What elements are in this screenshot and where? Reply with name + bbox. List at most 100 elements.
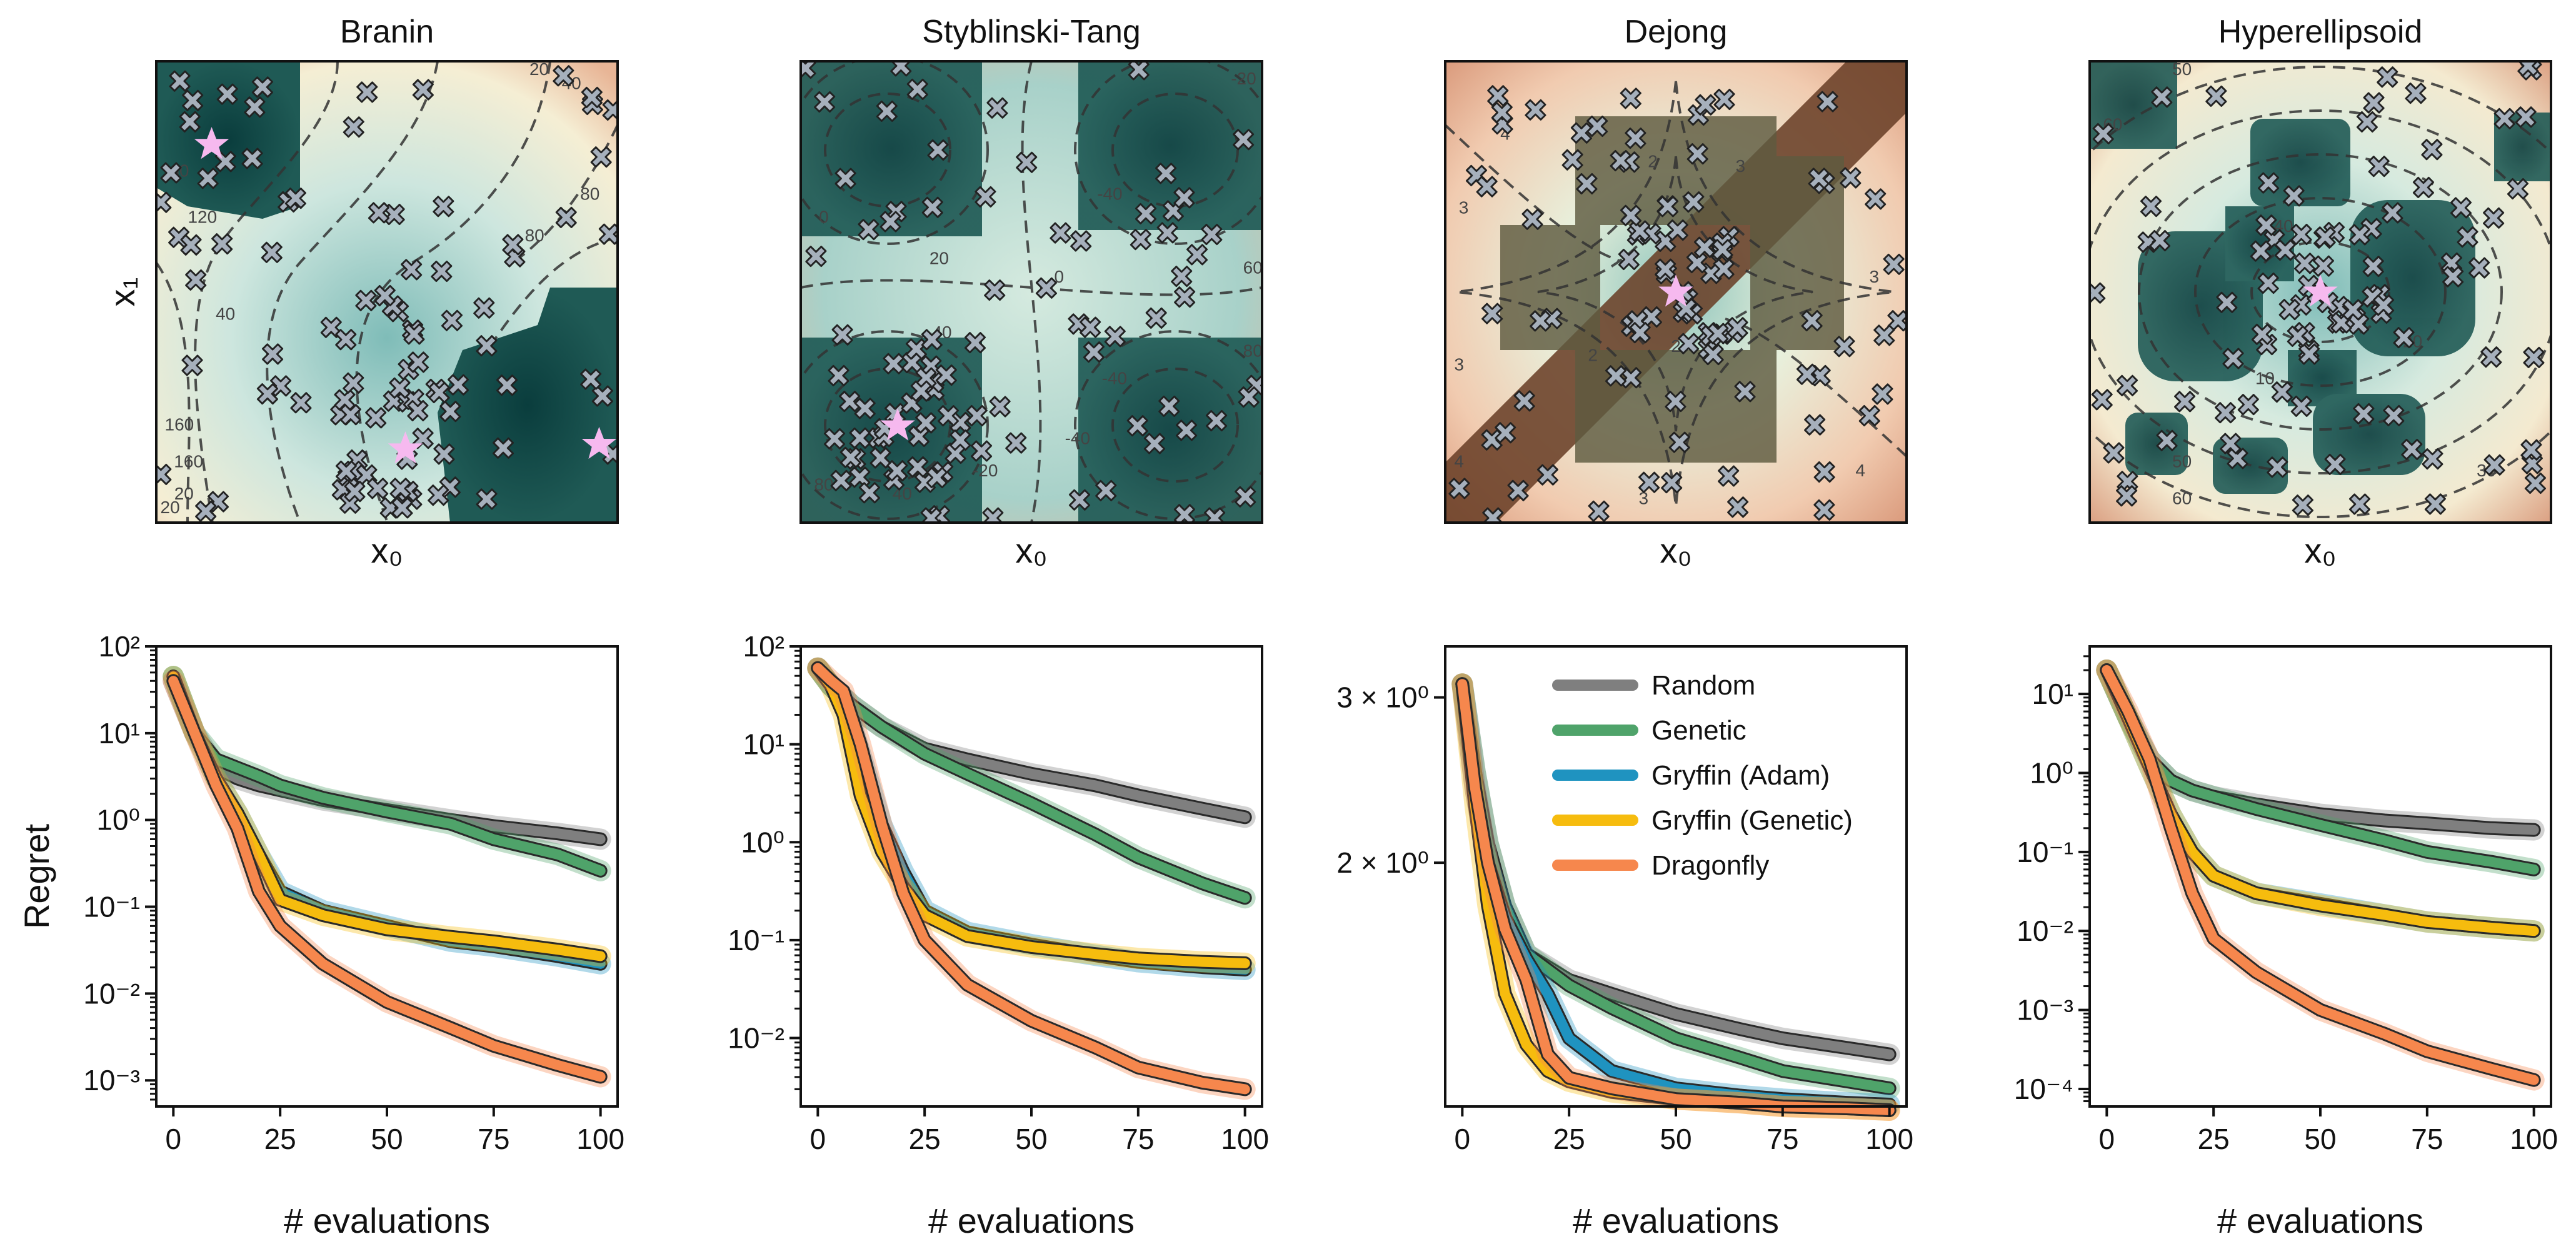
contour-label: 20 [161,498,180,517]
contour-label: 50 [2172,451,2192,471]
y-tick-label: 10⁻³ [2017,994,2073,1026]
y-tick-label: 3 × 10⁰ [1336,681,1429,714]
y-tick-label: 10⁻¹ [728,924,784,956]
series-line-gryffin-genetic- [813,663,1250,968]
contour-label: 40 [216,304,235,323]
plot-frame [155,645,619,1108]
contour-label: 80 [814,474,833,494]
uncertainty-region [1078,61,1262,230]
contour-label: 160 [174,451,203,471]
series-band-dragonfly [163,670,611,1088]
y-tick-label: 10⁰ [2030,756,2073,789]
contour-label: 80 [525,226,544,245]
x-axis-label: x₀ [371,531,403,570]
x-axis-label: # evaluations [2217,1201,2423,1240]
series-band-dragonfly [2096,660,2545,1091]
map-title: Branin [340,14,434,50]
contour-label: 4 [1855,461,1865,480]
x-tick-label: 25 [909,1123,941,1155]
y-tick-label: 10² [99,630,140,663]
y-tick-label: 10⁰ [741,826,784,858]
map-title: Hyperellipsoid [2218,14,2423,50]
x-tick-label: 0 [1455,1123,1471,1155]
contour-label: 3 [1736,156,1746,176]
y-tick-label: 10¹ [2032,678,2073,710]
y-tick-label: 10⁻² [728,1022,784,1055]
x-axis-label: # evaluations [928,1201,1135,1240]
uncertainty-region [1500,116,1844,463]
contour-label: -20 [973,461,998,480]
map-frame [1444,60,1908,524]
y-tick-label: 10⁻⁴ [2014,1073,2073,1105]
regret-chart-branin: 0 25 50 75 100 10⁻³ 10⁻² 10⁻¹ 10⁰ 10¹ 10² # evaluat… [17,630,624,1240]
x-tick-label: 50 [371,1123,403,1155]
x-tick-label: 25 [264,1123,296,1155]
contour-label: 2 [1648,152,1658,171]
contour-label: 3 [1870,267,1880,286]
series-line-dragonfly [813,663,1250,1095]
regret-chart-dejong: 0 25 50 75 100 2 × 10⁰ 3 × 10⁰ # evaluations Ran… [1336,645,1913,1240]
contour-label: 20 [529,59,549,79]
contour-label: 80 [580,184,599,203]
y-axis-label: Regret [17,824,56,930]
x-tick-label: 75 [1122,1123,1154,1155]
contour-label: 3 [1454,354,1464,374]
map-panel-styblinski-tang: Styblinski-Tang -200-400-40-404080-4080-… [799,14,1263,570]
contour-label: -40 [1097,184,1122,203]
y-tick-label: 2 × 10⁰ [1336,846,1429,879]
regret-chart-styblinski-tang: 0 25 50 75 100 10⁻² 10⁻¹ 10⁰ 10¹ 10² # evaluations [728,630,1269,1240]
contour-label: 0 [819,207,829,226]
contour-label: 160 [165,414,194,434]
contour-lines [2090,66,2551,518]
x-tick-label: 100 [576,1123,624,1155]
series-line-dragonfly [2102,665,2539,1085]
x-tick-label: 50 [1660,1123,1691,1155]
x-axis-label: x₀ [1660,531,1691,570]
contour-label: 60 [2172,488,2192,508]
y-tick-label: 10⁻³ [83,1064,140,1096]
regret-chart-hyperellipsoid: 0 25 50 75 100 10⁻⁴ 10⁻³ 10⁻² 10⁻¹ 10⁰ 10¹ # evalua… [2014,645,2558,1240]
contour-label: 20 [930,249,949,268]
contour-label: 20 [174,484,194,503]
plot-frame [2088,645,2552,1108]
y-axis-label: x₁ [103,278,142,307]
contour-label: 50 [2172,59,2192,79]
x-axis-label: x₀ [2304,531,2336,570]
map-frame [799,60,1263,524]
contour-label: 2 [1671,336,1681,356]
legend-label: Gryffin (Genetic) [1651,805,1853,836]
x-tick-label: 100 [2510,1123,2558,1155]
x-axis-label: # evaluations [284,1201,490,1240]
y-tick-label: 10⁻² [2017,915,2073,947]
y-tick-label: 10⁰ [96,804,140,836]
contour-label: 4 [1454,451,1464,471]
contour-label: 80 [1243,341,1263,360]
x-tick-label: 25 [2198,1123,2230,1155]
x-tick-label: 0 [810,1123,826,1155]
y-tick-label: 10⁻¹ [83,891,140,923]
series-line-dragonfly [168,676,606,1082]
x-tick-label: 25 [1553,1123,1585,1155]
y-tick-label: 10⁻² [83,977,140,1010]
y-tick-label: 10¹ [99,717,140,750]
map-frame [2088,60,2552,524]
x-tick-label: 100 [1221,1123,1269,1155]
x-tick-label: 0 [2099,1123,2115,1155]
legend-label: Random [1651,670,1755,701]
x-tick-label: 75 [2411,1123,2443,1155]
contour-label: 10 [2255,369,2275,388]
y-tick-label: 10² [743,630,784,663]
contour-label: 0 [1054,267,1064,286]
map-panel-dejong: Dejong 343232233434 x₀ [1444,14,1908,570]
map-panel-branin: Branin 2040608012016020408016020 x₀ x₁ [103,14,619,570]
legend-label: Dragonfly [1651,850,1769,881]
contour-label: 3 [1459,198,1469,218]
x-tick-label: 100 [1865,1123,1913,1155]
x-axis-label: # evaluations [1573,1201,1779,1240]
x-tick-label: 50 [2304,1123,2336,1155]
map-panel-hyperellipsoid: Hyperellipsoid 60 50 [2088,14,2552,570]
map-title: Dejong [1625,14,1728,50]
map-frame [155,60,619,524]
contour-label: -40 [1102,369,1127,388]
